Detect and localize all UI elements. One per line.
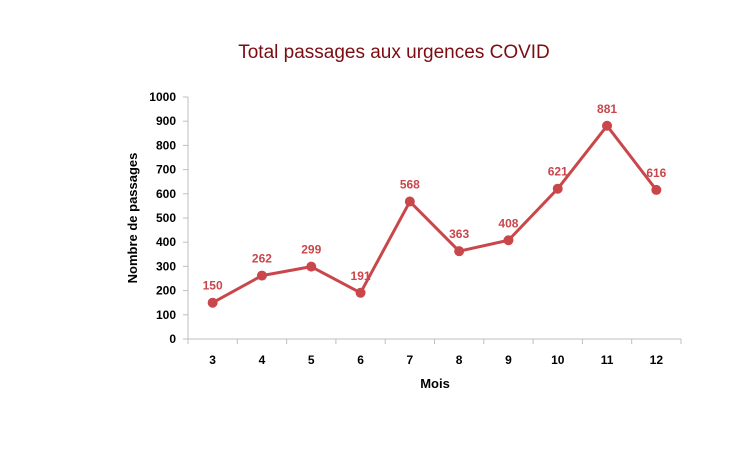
y-tick-label: 800 [156, 138, 176, 152]
y-tick-label: 0 [169, 332, 176, 346]
x-tick-label: 12 [650, 353, 664, 367]
data-label: 568 [400, 178, 420, 192]
x-tick-label: 3 [209, 353, 216, 367]
x-tick-label: 11 [601, 353, 614, 367]
series-polyline [211, 124, 658, 305]
data-point [404, 196, 415, 207]
data-point [602, 120, 613, 131]
series-line [207, 120, 662, 308]
y-tick-label: 200 [156, 284, 176, 298]
data-label: 408 [498, 216, 518, 230]
data-label: 621 [548, 165, 568, 179]
data-point [503, 235, 514, 246]
chart-title: Total passages aux urgences COVID [238, 42, 550, 63]
data-label: 881 [597, 102, 617, 116]
data-point [651, 184, 662, 195]
y-tick-label: 300 [156, 259, 176, 273]
y-tick-label: 700 [156, 163, 176, 177]
y-axis-label: Nombre de passages [125, 153, 140, 284]
y-tick-label: 100 [156, 308, 176, 322]
y-axis: 0 100 200 300 400 500 600 700 800 900 1000 [149, 90, 189, 346]
data-point [552, 183, 563, 194]
data-point [207, 297, 218, 308]
data-label: 191 [351, 269, 371, 283]
y-tick-label: 500 [156, 211, 176, 225]
data-point [256, 270, 267, 281]
data-label: 150 [203, 279, 223, 293]
data-label: 299 [301, 243, 321, 257]
y-tick-label: 1000 [149, 90, 176, 104]
x-tick-label: 7 [407, 353, 414, 367]
x-axis: 3 4 5 6 7 8 9 10 11 12 [187, 338, 682, 367]
data-label: 363 [449, 227, 469, 241]
data-label: 616 [646, 166, 666, 180]
x-axis-label: Mois [420, 376, 450, 391]
x-tick-label: 6 [357, 353, 364, 367]
data-point [355, 287, 366, 298]
y-tick-label: 900 [156, 114, 176, 128]
y-tick-label: 600 [156, 187, 176, 201]
x-tick-label: 10 [551, 353, 565, 367]
x-tick-label: 9 [505, 353, 512, 367]
x-tick-label: 8 [456, 353, 463, 367]
data-point [306, 261, 317, 272]
data-point [454, 246, 465, 257]
data-labels: 150 262 299 191 568 363 408 621 881 616 [203, 102, 667, 293]
x-tick-label: 5 [308, 353, 315, 367]
data-label: 262 [252, 252, 272, 266]
x-tick-label: 4 [259, 353, 266, 367]
y-tick-label: 400 [156, 235, 176, 249]
